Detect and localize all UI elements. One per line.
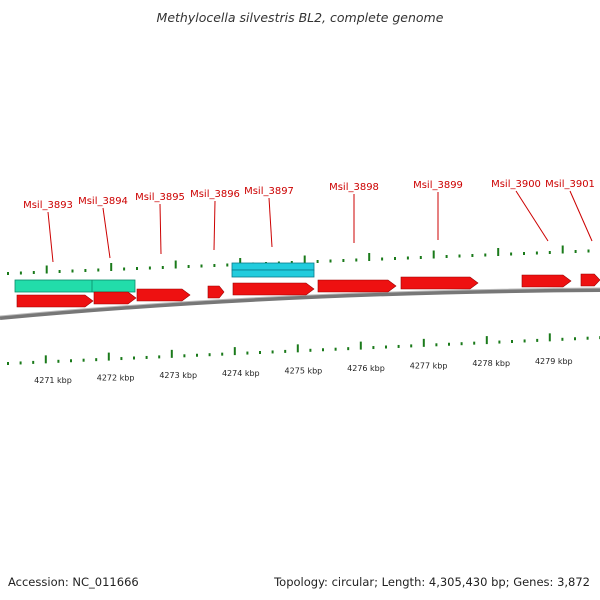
accession-text: Accession: NC_011666 (8, 575, 139, 589)
feature-track (14, 262, 315, 293)
gene-arrow (317, 279, 397, 293)
feature-bar-cyan-top (231, 262, 315, 271)
gene-arrow (207, 285, 225, 299)
gene-label: Msil_3899 (413, 180, 463, 191)
label-leader-line (159, 203, 162, 255)
gene-arrow (521, 274, 572, 288)
gene-label: Msil_3897 (244, 186, 294, 197)
kbp-label: 4271 kbp (34, 376, 72, 385)
gene-label: Msil_3894 (78, 196, 128, 207)
gene-label: Msil_3895 (135, 192, 185, 203)
label-leader-line (102, 207, 111, 259)
gene-arrow (580, 273, 600, 287)
label-leader-line (213, 200, 216, 251)
gene-label: Msil_3893 (23, 200, 73, 211)
label-leader-line (47, 211, 54, 263)
gene-labels: Msil_3893 Msil_3894 Msil_3895 Msil_3896 Msil… (23, 179, 595, 211)
gene-label: Msil_3896 (190, 189, 240, 200)
gene-label: Msil_3901 (545, 179, 595, 190)
gene-label: Msil_3898 (329, 182, 379, 193)
feature-bar-green (14, 279, 136, 293)
label-leader-line (515, 190, 549, 242)
kbp-scale-labels: 4271 kbp 4272 kbp 4273 kbp 4274 kbp 4275 kbp… (34, 357, 573, 385)
kbp-label: 4275 kbp (285, 366, 323, 375)
label-leader-line (268, 197, 273, 248)
label-leader-line (569, 190, 593, 242)
genome-backbone (0, 288, 600, 320)
kbp-label: 4279 kbp (535, 357, 573, 366)
gene-label: Msil_3900 (491, 179, 541, 190)
gene-arrow (232, 282, 315, 296)
genome-backbone-highlight (0, 287, 600, 317)
gene-arrow (400, 276, 479, 290)
kbp-label: 4273 kbp (159, 371, 197, 380)
gene-arrow (136, 288, 191, 302)
gene-label-leaders (47, 190, 593, 263)
lower-tick-track (7, 333, 600, 365)
gene-arrow (16, 294, 94, 308)
genome-title: Methylocella silvestris BL2, complete ge… (156, 10, 444, 25)
kbp-label: 4276 kbp (347, 364, 385, 373)
gene-arrow (93, 291, 137, 305)
kbp-label: 4277 kbp (410, 362, 448, 371)
kbp-label: 4274 kbp (222, 369, 260, 378)
genome-summary-text: Topology: circular; Length: 4,305,430 bp… (274, 575, 590, 589)
kbp-label: 4272 kbp (97, 374, 135, 383)
kbp-label: 4278 kbp (472, 359, 510, 368)
gene-track (16, 273, 600, 308)
feature-bar-cyan-bottom (231, 269, 315, 278)
